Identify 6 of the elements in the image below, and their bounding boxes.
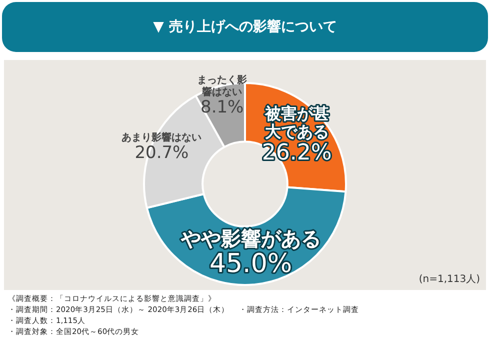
slice-label: あまり影響はない: [122, 132, 202, 144]
data-label: 20.7%: [134, 143, 189, 164]
data-label: 45.0%: [209, 249, 292, 280]
slice-label: やや影響がある: [180, 226, 321, 251]
chart-title: ▼ 売り上げへの影響について: [2, 2, 488, 52]
text: (n=1,113人): [418, 273, 480, 286]
